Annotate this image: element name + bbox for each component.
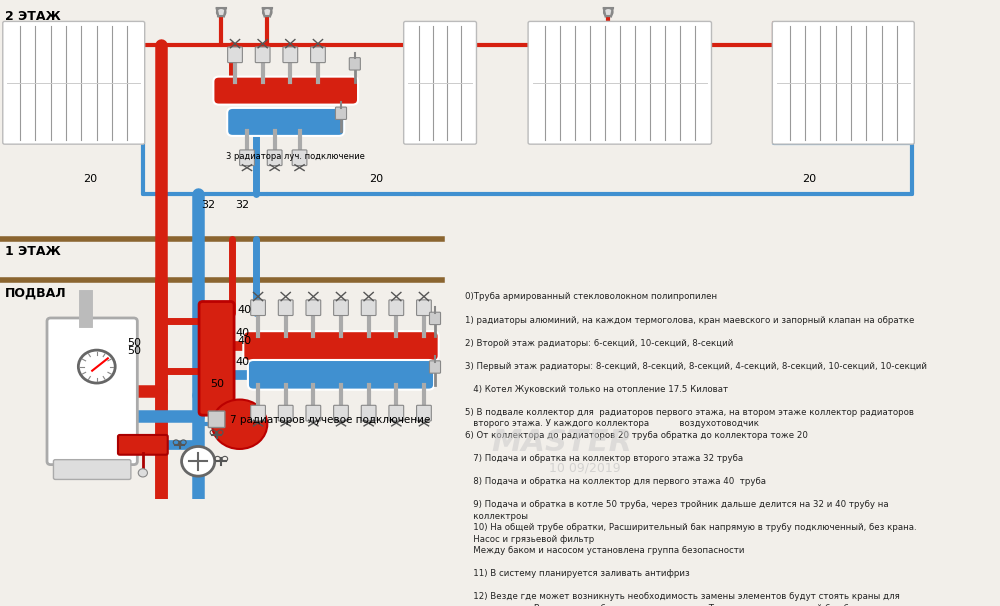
FancyBboxPatch shape bbox=[240, 150, 254, 165]
FancyBboxPatch shape bbox=[404, 21, 476, 144]
Circle shape bbox=[182, 447, 215, 476]
Text: 50: 50 bbox=[210, 379, 224, 389]
FancyBboxPatch shape bbox=[334, 405, 348, 421]
FancyBboxPatch shape bbox=[306, 300, 321, 316]
Text: 8) Подача и обратка на коллектор для первого этажа 40  труба: 8) Подача и обратка на коллектор для пер… bbox=[465, 477, 766, 486]
FancyBboxPatch shape bbox=[528, 21, 711, 144]
Text: 10) На общей трубе обратки, Расширительный бак напрямую в трубу подключенный, бе: 10) На общей трубе обратки, Расширительн… bbox=[465, 523, 917, 532]
Text: перекрытия. Все элементы будут на амереканках. Только расширительный бак без кра: перекрытия. Все элементы будут на амерек… bbox=[465, 604, 892, 606]
FancyBboxPatch shape bbox=[429, 312, 441, 325]
FancyBboxPatch shape bbox=[361, 405, 376, 421]
Text: 40: 40 bbox=[235, 328, 249, 338]
Text: 5) В подвале коллектор для  радиаторов первого этажа, на втором этаже коллектор : 5) В подвале коллектор для радиаторов пе… bbox=[465, 408, 914, 417]
Text: 3 радиатора луч. подключение: 3 радиатора луч. подключение bbox=[226, 152, 365, 161]
FancyBboxPatch shape bbox=[306, 405, 321, 421]
Text: 11) В систему планируется заливать антифриз: 11) В систему планируется заливать антиф… bbox=[465, 569, 690, 578]
FancyBboxPatch shape bbox=[228, 47, 242, 62]
FancyBboxPatch shape bbox=[278, 300, 293, 316]
Circle shape bbox=[138, 468, 147, 477]
Text: 40: 40 bbox=[238, 336, 252, 345]
FancyBboxPatch shape bbox=[53, 460, 131, 479]
Text: ПОДВАЛ: ПОДВАЛ bbox=[5, 287, 66, 300]
Text: 1 ЭТАЖ: 1 ЭТАЖ bbox=[5, 245, 60, 259]
Text: 9) Подача и обратка в котле 50 труба, через тройник дальше делится на 32 и 40 тр: 9) Подача и обратка в котле 50 труба, че… bbox=[465, 500, 889, 509]
Circle shape bbox=[604, 8, 613, 16]
FancyBboxPatch shape bbox=[417, 405, 431, 421]
Text: 3) Первый этаж радиаторы: 8-секций, 8-секций, 8-секций, 4-секций, 8-секций, 10-с: 3) Первый этаж радиаторы: 8-секций, 8-се… bbox=[465, 362, 927, 371]
FancyBboxPatch shape bbox=[311, 47, 325, 62]
Text: 40: 40 bbox=[235, 357, 249, 367]
Text: 10 09/2019: 10 09/2019 bbox=[549, 461, 621, 474]
FancyBboxPatch shape bbox=[389, 300, 404, 316]
FancyBboxPatch shape bbox=[251, 300, 265, 316]
FancyBboxPatch shape bbox=[417, 300, 431, 316]
Circle shape bbox=[78, 350, 115, 383]
Text: 12) Везде где может возникнуть необходимость замены элементов будут стоять краны: 12) Везде где может возникнуть необходим… bbox=[465, 592, 900, 601]
Text: 32: 32 bbox=[201, 201, 215, 210]
Text: 20: 20 bbox=[369, 174, 383, 184]
FancyBboxPatch shape bbox=[429, 361, 441, 373]
FancyBboxPatch shape bbox=[335, 107, 347, 119]
FancyBboxPatch shape bbox=[213, 76, 358, 105]
FancyBboxPatch shape bbox=[3, 21, 145, 144]
FancyBboxPatch shape bbox=[251, 405, 265, 421]
Text: 32: 32 bbox=[235, 201, 249, 210]
FancyBboxPatch shape bbox=[118, 435, 168, 454]
FancyBboxPatch shape bbox=[227, 108, 344, 136]
FancyBboxPatch shape bbox=[255, 47, 270, 62]
Text: 7 радиаторов лучевое подключение: 7 радиаторов лучевое подключение bbox=[230, 415, 431, 425]
FancyBboxPatch shape bbox=[248, 360, 434, 390]
FancyBboxPatch shape bbox=[772, 21, 914, 144]
FancyBboxPatch shape bbox=[334, 300, 348, 316]
FancyBboxPatch shape bbox=[47, 318, 137, 465]
Text: 2 ЭТАЖ: 2 ЭТАЖ bbox=[5, 10, 60, 23]
Text: 4) Котел Жуковский только на отопление 17.5 Киловат: 4) Котел Жуковский только на отопление 1… bbox=[465, 385, 729, 394]
FancyBboxPatch shape bbox=[208, 411, 225, 428]
FancyBboxPatch shape bbox=[199, 302, 234, 415]
Text: 20: 20 bbox=[802, 174, 816, 184]
Text: 50: 50 bbox=[127, 346, 141, 356]
Text: 40: 40 bbox=[238, 305, 252, 315]
Circle shape bbox=[212, 399, 267, 449]
Text: 50: 50 bbox=[127, 338, 141, 348]
Text: 20: 20 bbox=[83, 174, 97, 184]
Text: 7) Подача и обратка на коллектор второго этажа 32 труба: 7) Подача и обратка на коллектор второго… bbox=[465, 454, 744, 463]
Text: второго этажа. У каждого коллектора           воздухотоводчик: второго этажа. У каждого коллектора возд… bbox=[465, 419, 759, 428]
Text: коллектроы: коллектроы bbox=[465, 511, 528, 521]
Text: 1) радиаторы алюминий, на каждом термоголова, кран маевского и запорный клапан н: 1) радиаторы алюминий, на каждом термого… bbox=[465, 316, 915, 324]
FancyBboxPatch shape bbox=[361, 300, 376, 316]
Text: 2) Второй этаж радиаторы: 6-секций, 10-секций, 8-секций: 2) Второй этаж радиаторы: 6-секций, 10-с… bbox=[465, 339, 734, 348]
Text: Между баком и насосом установлена группа безопасности: Между баком и насосом установлена группа… bbox=[465, 546, 745, 555]
Circle shape bbox=[263, 8, 272, 16]
FancyBboxPatch shape bbox=[292, 150, 307, 165]
Text: Насос и грязьевой фильтр: Насос и грязьевой фильтр bbox=[465, 534, 595, 544]
Circle shape bbox=[217, 8, 226, 16]
FancyBboxPatch shape bbox=[389, 405, 404, 421]
FancyBboxPatch shape bbox=[349, 58, 360, 70]
FancyBboxPatch shape bbox=[267, 150, 282, 165]
Text: 0)Труба армированный стекловолокном полипропилен: 0)Труба армированный стекловолокном поли… bbox=[465, 293, 718, 301]
Text: MASTER: MASTER bbox=[492, 428, 633, 458]
FancyBboxPatch shape bbox=[243, 331, 439, 361]
FancyBboxPatch shape bbox=[283, 47, 298, 62]
FancyBboxPatch shape bbox=[278, 405, 293, 421]
Text: 6) От коллектора до радиаторов 20 труба обратка до коллектора тоже 20: 6) От коллектора до радиаторов 20 труба … bbox=[465, 431, 808, 440]
